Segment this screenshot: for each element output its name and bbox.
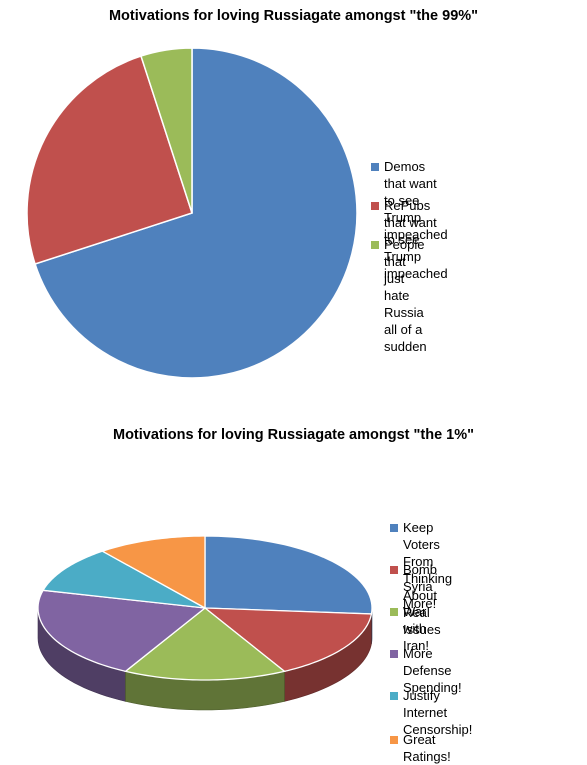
pie-slice: [124, 607, 286, 681]
legend-swatch: [390, 566, 398, 574]
legend-item: People that just hate Russia all of a su…: [371, 236, 427, 355]
legend-item: Bomb Syria More!: [390, 561, 437, 612]
legend-item: Keep Voters From Thinking About Real Iss…: [390, 519, 452, 638]
legend-label: Keep Voters From Thinking About Real Iss…: [403, 520, 453, 637]
legend-swatch: [371, 163, 379, 171]
pie-slice: [34, 47, 358, 379]
pie-slice: [203, 607, 373, 673]
pie-slice: [140, 47, 193, 214]
legend-item: More Defense Spending!: [390, 645, 462, 696]
legend-swatch: [390, 608, 398, 616]
legend-label: Justify Internet Censorship!: [403, 688, 473, 737]
legend-item: RePubs that want to see Trump impeached: [371, 197, 448, 282]
legend-label: Great Ratings!: [403, 732, 451, 764]
legend-label: Bomb Syria More!: [403, 562, 437, 611]
legend-label: RePubs that want to see Trump impeached: [384, 198, 448, 281]
pie-slice: [42, 550, 206, 609]
pie-3d-plot-area: [37, 535, 373, 711]
pie-chart-1: Motivations for loving Russiagate amongs…: [0, 415, 587, 764]
legend-swatch: [371, 202, 379, 210]
pie-chart-99: Motivations for loving Russiagate amongs…: [26, 8, 479, 379]
legend-swatch: [390, 692, 398, 700]
legend-item: Great Ratings!: [390, 731, 451, 765]
legend-label: People that just hate Russia all of a su…: [384, 237, 427, 354]
legend-item: Demos that want to see Trump impeached: [371, 158, 448, 243]
legend-label: Demos that want to see Trump impeached: [384, 159, 448, 242]
legend-label: War with Iran!: [403, 604, 430, 653]
legend-swatch: [390, 650, 398, 658]
legend-swatch: [390, 524, 398, 532]
legend-label: More Defense Spending!: [403, 646, 462, 695]
pie-plot-area: [26, 47, 358, 379]
pie-slice: [37, 589, 207, 673]
legend-swatch: [390, 736, 398, 744]
legend-item: Justify Internet Censorship!: [390, 687, 472, 738]
legend-swatch: [371, 241, 379, 249]
pie-slice: [100, 535, 206, 610]
legend-item: War with Iran!: [390, 603, 429, 654]
chart-title: Motivations for loving Russiagate amongs…: [108, 8, 479, 24]
pie-slice: [26, 55, 193, 265]
pie-slice: [204, 535, 373, 615]
chart-title: Motivations for loving Russiagate amongs…: [113, 427, 474, 443]
